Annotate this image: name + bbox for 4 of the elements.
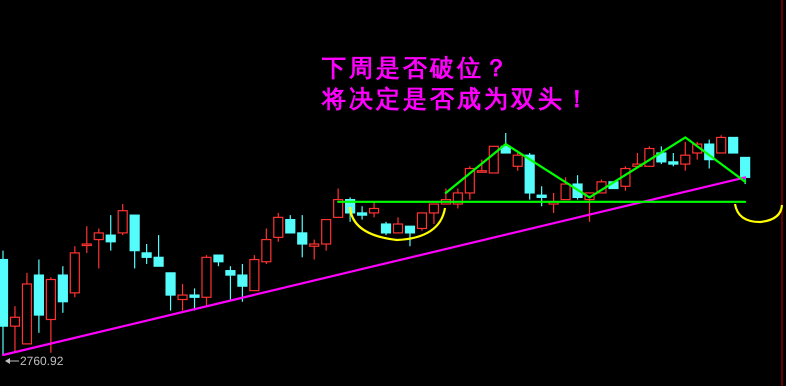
chart-subtitle: 将决定是否成为双头！: [320, 84, 592, 113]
low-label: 2760.92: [5, 354, 64, 368]
annotation: 2760.92: [20, 354, 64, 368]
chart-title: 下周是否破位？: [321, 53, 511, 82]
